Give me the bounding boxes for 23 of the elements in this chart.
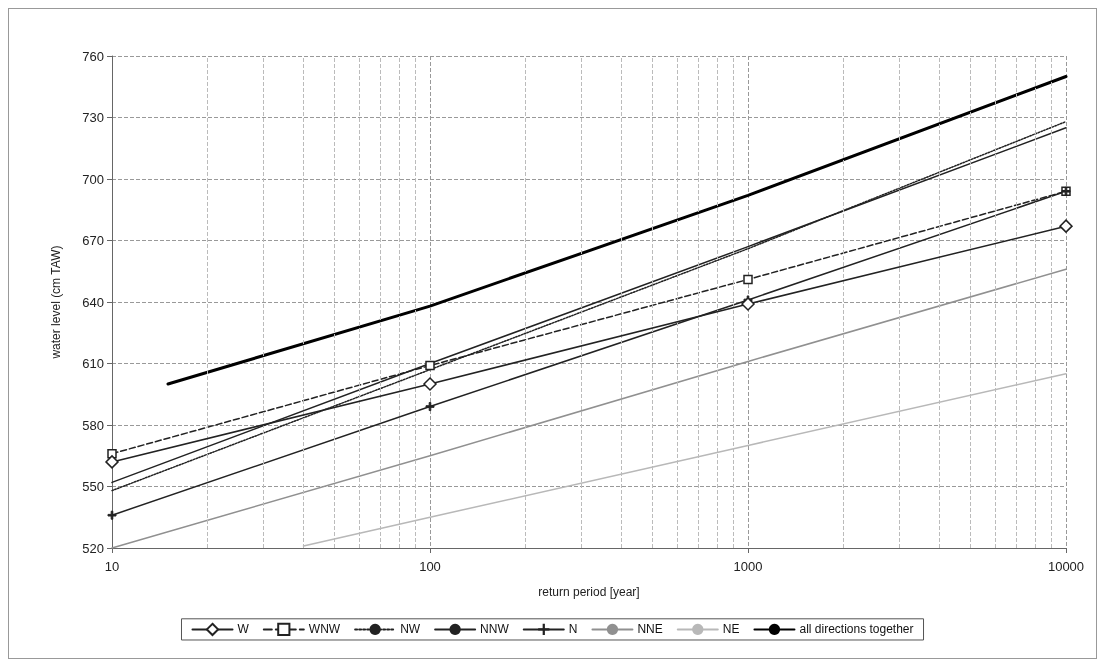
x-tick-label: 10 — [104, 559, 120, 574]
x-tick-label: 10000 — [1047, 559, 1085, 574]
legend-label: WNW — [308, 622, 341, 637]
legend-label: NNE — [637, 622, 663, 637]
y-tick-label: 760 — [82, 48, 104, 64]
legend-label: all directions together — [799, 622, 914, 637]
x-tick-label: 100 — [419, 559, 441, 574]
y-tick-label: 610 — [82, 356, 104, 371]
y-tick-label: 730 — [82, 110, 104, 125]
x-axis-title: return period [year] — [538, 585, 640, 599]
legend-label: W — [237, 622, 250, 637]
y-tick-label: 640 — [82, 294, 104, 310]
y-axis-title: water level (cm TAW) — [49, 245, 63, 360]
legend-label: NW — [400, 622, 421, 637]
y-tick-label: 550 — [82, 479, 104, 494]
y-tick-label: 520 — [82, 540, 104, 556]
y-tick-label: 700 — [82, 171, 104, 187]
y-tick-label: 580 — [82, 417, 104, 433]
legend-label: NE — [722, 622, 740, 637]
x-tick-label: 1000 — [733, 559, 763, 574]
y-tick-label: 670 — [82, 233, 104, 248]
legend-label: N — [568, 622, 578, 637]
legend-label: NNW — [480, 622, 510, 637]
